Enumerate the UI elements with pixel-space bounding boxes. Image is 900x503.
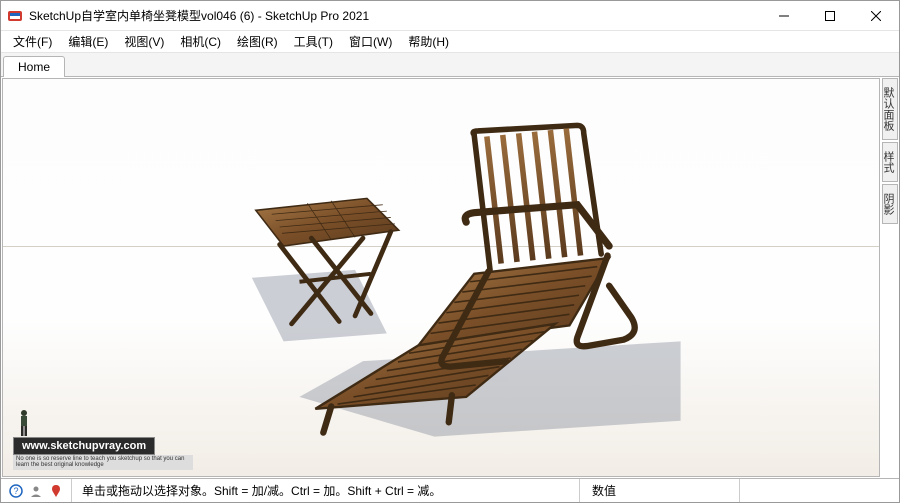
status-hint: 单击或拖动以选择对象。Shift = 加/减。Ctrl = 加。Shift + … [72, 482, 579, 499]
viewport-watermark: www.sketchupvray.com No one is so reserv… [13, 409, 193, 470]
menu-window[interactable]: 窗口(W) [341, 31, 400, 52]
tray-default[interactable]: 默认面板 [882, 78, 898, 140]
menu-file[interactable]: 文件(F) [5, 31, 60, 52]
status-bar: ? 单击或拖动以选择对象。Shift = 加/减。Ctrl = 加。Shift … [1, 478, 899, 502]
measurements-input[interactable] [739, 479, 899, 502]
menu-help[interactable]: 帮助(H) [400, 31, 457, 52]
close-button[interactable] [853, 1, 899, 30]
maximize-button[interactable] [807, 1, 853, 30]
tab-home[interactable]: Home [3, 56, 65, 77]
furniture-render [213, 119, 704, 445]
menu-draw[interactable]: 绘图(R) [229, 31, 286, 52]
measurements-label: 数值 [579, 479, 739, 502]
main-area: www.sketchupvray.com No one is so reserv… [1, 77, 899, 478]
minimize-button[interactable] [761, 1, 807, 30]
watermark-tagline: No one is so reserve line to teach you s… [13, 455, 193, 470]
model-viewport[interactable]: www.sketchupvray.com No one is so reserv… [2, 78, 880, 477]
person-icon [17, 409, 31, 437]
watermark-url: www.sketchupvray.com [13, 437, 155, 455]
tray-styles[interactable]: 样式 [882, 142, 898, 182]
menu-camera[interactable]: 相机(C) [172, 31, 229, 52]
sketchup-app-icon [7, 8, 23, 24]
tray-shadows[interactable]: 阴影 [882, 184, 898, 224]
menu-bar: 文件(F) 编辑(E) 视图(V) 相机(C) 绘图(R) 工具(T) 窗口(W… [1, 31, 899, 53]
menu-edit[interactable]: 编辑(E) [60, 31, 116, 52]
status-icons: ? [1, 479, 72, 502]
window-title: SketchUp自学室内单椅坐凳模型vol046 (6) - SketchUp … [29, 7, 761, 24]
scene-tab-strip: Home [1, 53, 899, 77]
geolocation-icon[interactable] [49, 484, 63, 498]
menu-tools[interactable]: 工具(T) [286, 31, 341, 52]
title-bar: SketchUp自学室内单椅坐凳模型vol046 (6) - SketchUp … [1, 1, 899, 31]
right-tray-tabs: 默认面板 样式 阴影 [881, 77, 899, 478]
window-controls [761, 1, 899, 30]
menu-view[interactable]: 视图(V) [116, 31, 172, 52]
user-icon[interactable] [29, 484, 43, 498]
help-icon[interactable]: ? [9, 484, 23, 498]
svg-text:?: ? [13, 486, 18, 496]
